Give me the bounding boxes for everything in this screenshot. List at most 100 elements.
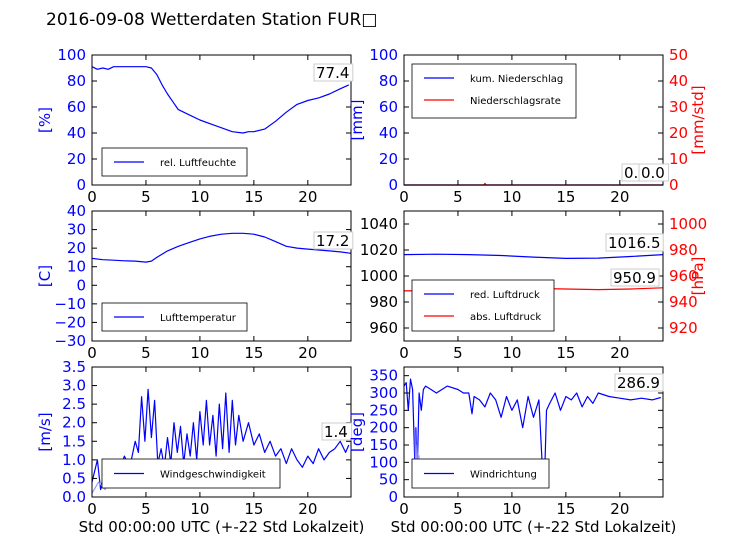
panel-humidity: 0 5 10 15 20 0 20 40 60 80 100 [%] rel. Luftfeuchte 7… — [36, 46, 354, 206]
axes-frame-wind-direction — [403, 366, 664, 498]
legend-label: Windrichtung — [470, 470, 537, 481]
y-tick-label: 0 — [76, 176, 86, 194]
y-right-tick-label: 40 — [669, 72, 688, 90]
x-tick-label: 15 — [244, 500, 263, 518]
x-axis-label: Std 00:00:00 UTC (+-22 Std Lokalzeit) — [79, 518, 365, 536]
x-tick-label: 15 — [244, 344, 263, 362]
y-tick-label: −20 — [54, 313, 86, 331]
panel-temperature: 0 5 10 15 20−30−20−10010203040[C]Lufttempera… — [36, 202, 354, 362]
x-tick-label: 0 — [87, 500, 97, 518]
legend-box — [411, 279, 555, 332]
y-tick-label: 40 — [379, 124, 398, 142]
legend-pressure: red. Luftdruck abs. Luftdruck — [411, 279, 555, 332]
x-tick-label: 5 — [141, 344, 151, 362]
y-tick-label: 0.5 — [62, 469, 86, 487]
y-right-tick-label: 20 — [669, 124, 688, 142]
y-tick-label: 50 — [379, 471, 398, 489]
y-right-tick-label: 940 — [669, 293, 698, 311]
y-tick-label: 1020 — [360, 241, 398, 259]
series-line-pressure-0 — [403, 253, 664, 259]
panel-wind-direction: 0 5 10 15 20050100150200250300350[deg]Windri… — [348, 366, 677, 536]
panel-pressure: 0 5 10 15 20 960 980 1000 1020 1040 920 940 960 980 10… — [360, 210, 707, 362]
annotation-box — [313, 231, 354, 250]
annotation-value: 1.4 — [324, 423, 348, 441]
y-tick-label: 980 — [369, 293, 398, 311]
x-tick-label: 20 — [298, 344, 317, 362]
annotation-value: 17.2 — [316, 232, 349, 250]
series-line-humidity-0 — [91, 66, 350, 134]
y-right-tick-label: 10 — [669, 150, 688, 168]
series-line-temperature-0 — [91, 232, 352, 263]
y-right-tick-label: 960 — [669, 267, 698, 285]
y-tick-label: 100 — [369, 46, 398, 64]
x-tick-label: 0 — [399, 344, 409, 362]
y-tick-label: 0 — [388, 488, 398, 506]
x-tick-label: 15 — [556, 500, 575, 518]
y-tick-label: 200 — [369, 419, 398, 437]
y-tick-label: 20 — [67, 239, 86, 257]
chart-title: 2016-09-08 Wetterdaten Station FUR□ — [46, 10, 377, 30]
y-tick-label: 0 — [76, 276, 86, 294]
y-tick-label: 10 — [67, 258, 86, 276]
legend-humidity: rel. Luftfeuchte — [101, 147, 248, 177]
y-axis-label-right: [mm/std] — [689, 85, 707, 154]
legend-box — [411, 63, 577, 119]
x-tick-label: 10 — [502, 344, 521, 362]
y-tick-label: 1.5 — [62, 432, 86, 450]
x-tick-label: 15 — [556, 188, 575, 206]
y-tick-label: 20 — [67, 150, 86, 168]
annotation-value: 77.4 — [316, 64, 349, 82]
x-tick-label: 5 — [141, 500, 151, 518]
y-tick-label: 1000 — [360, 267, 398, 285]
y-tick-label: 960 — [369, 319, 398, 337]
y-right-tick-label: 980 — [669, 241, 698, 259]
y-tick-label: 100 — [369, 453, 398, 471]
x-tick-label: 5 — [453, 344, 463, 362]
x-tick-label: 5 — [453, 500, 463, 518]
legend-label: abs. Luftdruck — [470, 312, 541, 323]
legend-label: Lufttemperatur — [160, 313, 237, 324]
legend-label: kum. Niederschlag — [470, 74, 563, 85]
x-tick-label: 0 — [87, 344, 97, 362]
axes-frame-temperature — [91, 210, 352, 342]
legend-wind-speed: Windgeschwindigkeit — [101, 458, 281, 489]
annotation-box — [313, 63, 354, 82]
y-tick-label: −30 — [54, 332, 86, 350]
annotation-value: 0.0 — [641, 164, 665, 182]
y-right-tick-label: 920 — [669, 319, 698, 337]
y-tick-label: 250 — [369, 401, 398, 419]
x-tick-label: 15 — [244, 188, 263, 206]
annotation-box — [614, 373, 664, 392]
panel-wind-speed: 0 5 10 15 20 0.00.51.01.52.02.53.03.5 [m/s] Win… — [36, 358, 364, 536]
x-tick-label: 20 — [298, 500, 317, 518]
x-tick-label: 20 — [610, 344, 629, 362]
y-tick-label: 300 — [369, 384, 398, 402]
y-right-tick-label: 0 — [669, 176, 679, 194]
y-axis-label: [C] — [36, 265, 54, 287]
axes-frame-humidity — [91, 54, 352, 186]
x-tick-label: 20 — [298, 188, 317, 206]
annotation-box — [610, 268, 660, 287]
y-axis-label: [%] — [36, 107, 54, 133]
annotation-box — [638, 163, 670, 182]
x-tick-label: 10 — [190, 500, 209, 518]
x-tick-label: 10 — [190, 344, 209, 362]
legend-rain: kum. Niederschlag Niederschlagsrate — [411, 63, 577, 119]
x-tick-label: 0 — [399, 500, 409, 518]
x-tick-label: 10 — [502, 500, 521, 518]
x-axis-label: Std 00:00:00 UTC (+-22 Std Lokalzeit) — [391, 518, 677, 536]
y-tick-label: 1040 — [360, 215, 398, 233]
axes-frame-rain — [403, 54, 664, 186]
y-right-tick-label: 30 — [669, 98, 688, 116]
y-tick-label: 1.0 — [62, 451, 86, 469]
y-tick-label: 2.5 — [62, 395, 86, 413]
y-tick-label: 40 — [67, 124, 86, 142]
y-tick-label: 2.0 — [62, 414, 86, 432]
y-axis-label: [m/s] — [36, 412, 54, 451]
legend-label: rel. Luftfeuchte — [160, 158, 236, 169]
annotation-value: 950.9 — [613, 269, 656, 287]
y-tick-label: 30 — [67, 221, 86, 239]
y-axis-label: [deg] — [348, 412, 366, 452]
y-right-tick-label: 1000 — [669, 215, 707, 233]
y-tick-label: 3.0 — [62, 377, 86, 395]
